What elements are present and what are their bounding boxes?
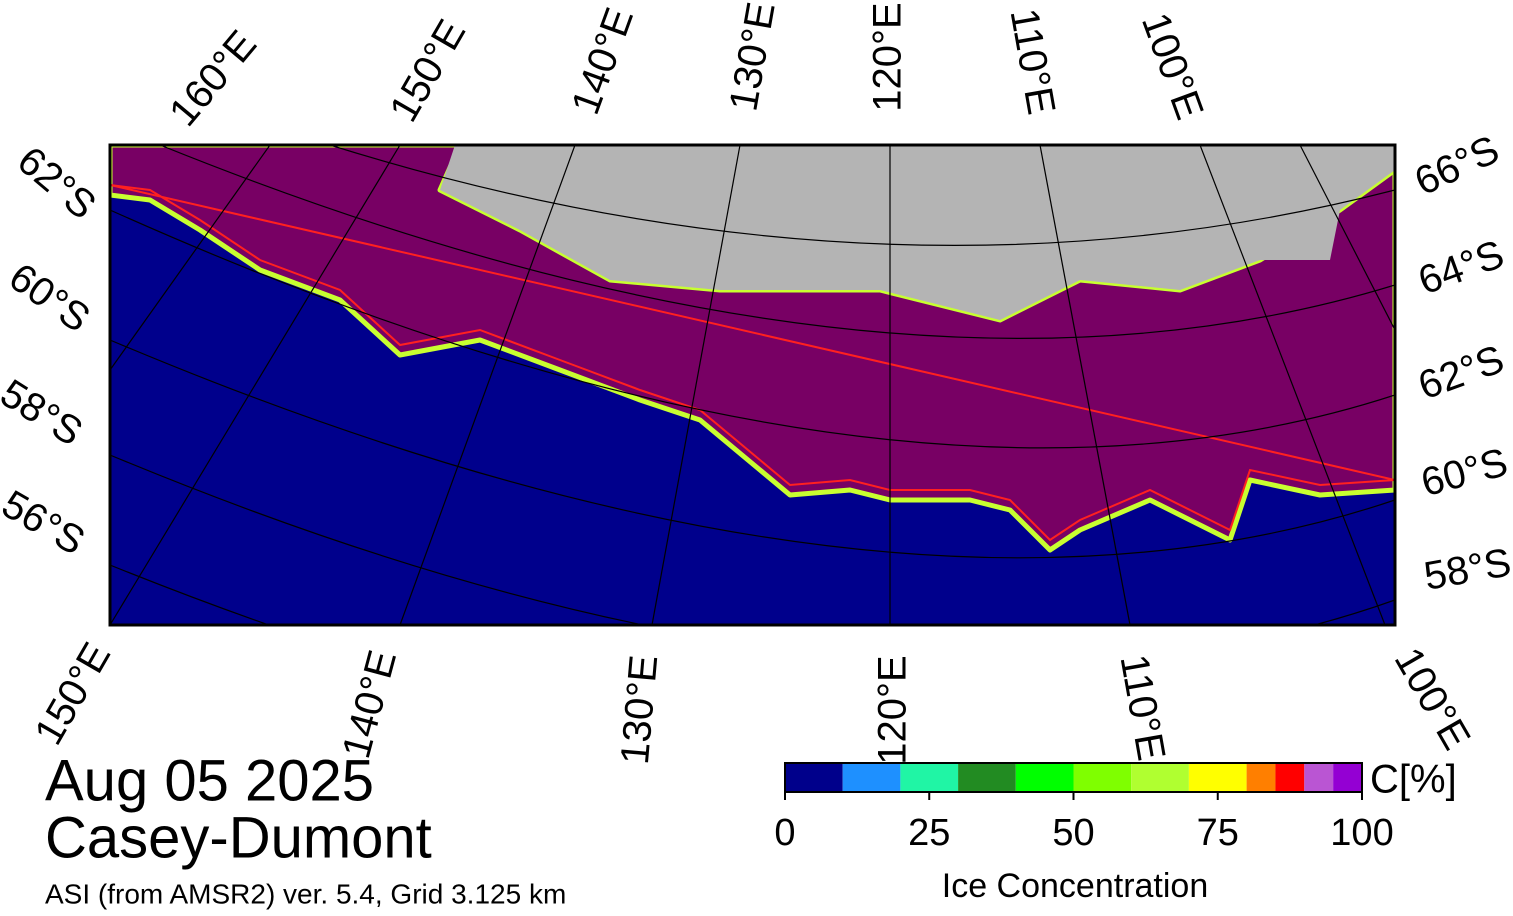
antarctica — [440, 145, 1395, 320]
lon-label: 140°E — [334, 646, 405, 763]
graticule — [110, 145, 1395, 625]
lon-label: 160°E — [161, 22, 265, 134]
colorbar-segment — [1188, 763, 1247, 792]
lon-label: 110°E — [1111, 651, 1173, 763]
lon-label: 120°E — [871, 655, 915, 764]
lon-label: 130°E — [613, 653, 666, 766]
region: Casey-Dumont — [45, 805, 432, 870]
lat-label: 56°S — [0, 482, 92, 564]
colorbar-segment — [785, 763, 843, 792]
lon-label: 100°E — [1133, 7, 1212, 125]
colorbar: 0 25 50 75 100 — [774, 762, 1394, 854]
lon-label: 140°E — [563, 2, 642, 120]
lon-label: 100°E — [1386, 640, 1479, 757]
subtitle: ASI (from AMSR2) ver. 5.4, Grid 3.125 km — [45, 878, 566, 909]
colorbar-segment — [842, 763, 901, 792]
lat-label: 58°S — [0, 371, 90, 455]
colorbar-segment — [958, 763, 1016, 792]
colorbar-label: Ice Concentration — [942, 867, 1209, 905]
lat-label: 60°S — [1417, 440, 1513, 505]
colorbar-segment — [1333, 763, 1362, 792]
lon-label: 110°E — [1001, 5, 1063, 117]
lon-label: 120°E — [866, 2, 910, 111]
lon-label: 150°E — [381, 12, 474, 129]
colorbar-segment — [1073, 763, 1132, 792]
colorbar-segment — [1304, 763, 1334, 792]
colorbar-segment — [1015, 763, 1074, 792]
lat-label: 62°S — [1413, 337, 1510, 408]
colorbar-tick-label: 75 — [1197, 812, 1239, 854]
colorbar-segment — [1275, 763, 1305, 792]
map-frame — [108, 143, 1397, 627]
colorbar-segment — [1246, 763, 1276, 792]
map-area — [110, 145, 1395, 625]
colorbar-tick-label: 100 — [1330, 812, 1393, 854]
lon-label: 150°E — [26, 635, 119, 752]
colorbar-segment — [1131, 763, 1189, 792]
lat-label: 64°S — [1413, 232, 1510, 303]
lon-label: 130°E — [721, 0, 783, 114]
colorbar-unit: C[%] — [1370, 758, 1457, 802]
colorbar-tick-label: 25 — [908, 812, 950, 854]
lat-label: 62°S — [9, 138, 104, 228]
colorbar-tick-label: 50 — [1052, 812, 1094, 854]
sea-ice-edge — [110, 184, 1395, 542]
colorbar-tick-label: 0 — [774, 812, 795, 854]
lat-label: 66°S — [1408, 127, 1506, 204]
colorbar-segment — [900, 763, 959, 792]
lat-label: 58°S — [1421, 540, 1513, 598]
lat-label: 60°S — [1, 255, 98, 341]
date: Aug 05 2025 — [45, 748, 374, 813]
